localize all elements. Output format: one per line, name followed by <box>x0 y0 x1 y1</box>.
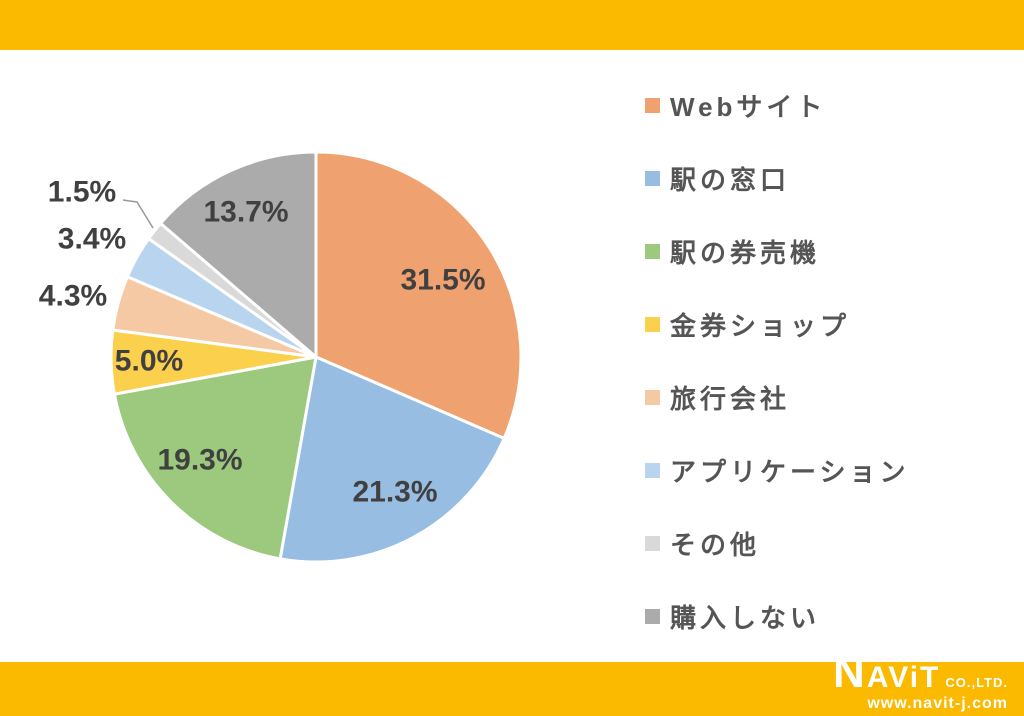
legend-label: 駅の窓口 <box>670 165 791 195</box>
legend-item-4: 金券ショップ <box>645 288 909 361</box>
legend-swatch-icon <box>645 463 660 478</box>
logo-top-row: NAViT CO.,LTD. <box>833 651 1008 695</box>
logo-website-url: www.navit-j.com <box>867 695 1008 712</box>
pie-value-label-1: 31.5% <box>400 264 485 297</box>
legend-label: アプリケーション <box>670 457 910 487</box>
bottom-accent-bar: NAViT CO.,LTD. www.navit-j.com <box>0 658 1024 716</box>
rabbit-ears-icon <box>908 644 920 654</box>
legend-swatch-icon <box>645 317 660 332</box>
legend-swatch-icon <box>645 390 660 405</box>
legend-swatch-icon <box>645 98 660 113</box>
chart-legend: Webサイト 駅の窓口駅の券売機金券ショップ 旅行会社アプリケーション その他購入しな… <box>645 69 909 653</box>
legend-label: 駅の券売機 <box>670 238 821 268</box>
pie-value-label-4: 5.0% <box>115 345 183 378</box>
logo-name-text: NAViT <box>833 648 941 697</box>
legend-swatch-icon <box>645 536 660 551</box>
pie-value-label-2: 21.3% <box>352 476 437 509</box>
legend-item-5: 旅行会社 <box>645 361 909 434</box>
legend-item-2: 駅の窓口 <box>645 142 909 215</box>
pie-slice-3 <box>112 355 318 561</box>
legend-item-1: Webサイト <box>645 69 909 142</box>
legend-swatch-icon <box>645 244 660 259</box>
legend-swatch-icon <box>645 171 660 186</box>
top-accent-bar <box>0 0 1024 50</box>
legend-label: 購入しない <box>670 603 821 633</box>
pie-slice-8 <box>159 150 318 359</box>
pie-value-label-7: 1.5% <box>48 176 116 209</box>
legend-swatch-icon <box>645 609 660 624</box>
pie-slice-2 <box>278 355 506 564</box>
pie-value-label-5: 4.3% <box>39 280 107 313</box>
legend-item-7: その他 <box>645 507 909 580</box>
legend-item-8: 購入しない <box>645 580 909 653</box>
pie-value-label-3: 19.3% <box>157 444 242 477</box>
legend-label: その他 <box>670 530 761 560</box>
pie-slice-1 <box>314 150 523 440</box>
navit-logo: NAViT CO.,LTD. www.navit-j.com <box>833 651 1008 712</box>
pie-value-label-8: 13.7% <box>203 196 288 229</box>
logo-company-suffix: CO.,LTD. <box>945 675 1008 690</box>
legend-item-6: アプリケーション <box>645 434 909 507</box>
legend-label: 金券ショップ <box>670 311 851 341</box>
legend-item-3: 駅の券売機 <box>645 215 909 288</box>
label-leader-line <box>122 199 154 229</box>
pie-value-label-6: 3.4% <box>58 223 126 256</box>
legend-label: Webサイト <box>670 92 827 122</box>
legend-label: 旅行会社 <box>670 384 791 414</box>
logo-wordmark: NAViT <box>833 651 940 695</box>
